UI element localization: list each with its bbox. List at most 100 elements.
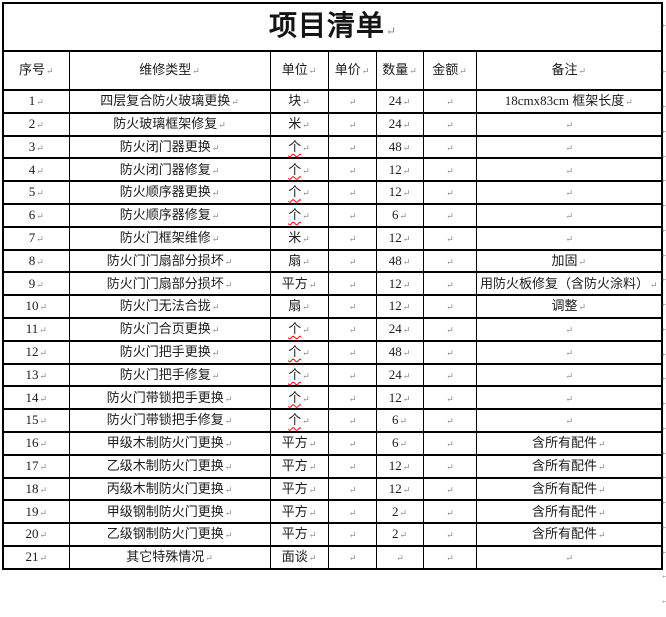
paragraph-mark-icon: ↵: [308, 553, 317, 564]
cell-amount: ↵: [422, 134, 477, 160]
paragraph-mark-icon: ↵: [565, 325, 574, 336]
paragraph-mark-icon: ↵: [348, 279, 357, 290]
end-of-row-mark-icon: ↵: [661, 497, 666, 508]
paragraph-mark-icon: ↵: [402, 393, 411, 404]
paragraph-mark-icon: ↵: [348, 416, 357, 427]
cell-price: ↵: [327, 522, 377, 547]
paragraph-mark-icon: ↵: [308, 439, 317, 450]
paragraph-mark-icon: ↵: [348, 211, 357, 222]
cell-text: 面谈: [281, 549, 308, 565]
cell-qty: 24↵: [375, 316, 424, 342]
cell-price: ↵: [327, 157, 377, 183]
cell-text: 平方: [281, 480, 308, 496]
cell-text: 1: [28, 93, 36, 109]
cell-no: 15↵: [2, 408, 70, 433]
cell-price: ↵: [327, 225, 377, 251]
cell-price: ↵: [327, 271, 377, 297]
cell-no: 20↵: [2, 522, 70, 547]
cell-price: ↵: [327, 202, 377, 228]
cell-text: 12: [388, 161, 402, 177]
table-row: 7↵ 防火门框架维修↵ 米↵ ↵ 12↵ ↵ ↵: [2, 225, 663, 251]
cell-remark: ↵: [475, 180, 663, 205]
paragraph-mark-icon: ↵: [565, 120, 574, 131]
cell-text: 16: [25, 435, 39, 451]
cell-text: 防火顺序器更换: [119, 184, 211, 200]
paragraph-mark-icon: ↵: [36, 120, 44, 131]
paragraph-mark-icon: ↵: [402, 256, 411, 267]
paragraph-mark-icon: ↵: [565, 370, 574, 381]
paragraph-mark-icon: ↵: [302, 256, 310, 267]
paragraph-mark-icon: ↵: [348, 439, 357, 450]
paragraph-mark-icon: ↵: [348, 553, 357, 564]
paragraph-mark-icon: ↵: [302, 302, 310, 313]
cell-text: 平方: [281, 526, 308, 542]
cell-text: 12: [388, 298, 402, 314]
cell-text: 19: [25, 503, 39, 519]
cell-text: 10: [25, 298, 39, 314]
cell-no: 8↵: [2, 248, 70, 274]
cell-type: 防火门无法合拢↵: [68, 294, 271, 319]
cell-price: ↵: [327, 339, 377, 365]
cell-unit: 个↵: [269, 157, 329, 183]
cell-type: 防火门带锁把手更换↵: [68, 385, 271, 411]
cell-amount: ↵: [422, 111, 477, 137]
cell-text: 个: [288, 207, 302, 223]
cell-text: 18cmx83cm 框架长度: [504, 93, 625, 109]
cell-remark: ↵: [475, 339, 663, 365]
cell-price: ↵: [327, 430, 377, 456]
cell-text: 个: [288, 412, 302, 428]
cell-no: 12↵: [2, 339, 70, 365]
cell-text: 用防火板修复（含防火涂料）: [479, 275, 649, 291]
paragraph-mark-icon: ↵: [308, 279, 317, 290]
paragraph-mark-icon: ↵: [302, 142, 310, 153]
end-of-row-mark-icon: ↵: [661, 150, 666, 161]
cell-text: 含所有配件: [531, 435, 597, 451]
end-of-row-mark-icon: ↵: [661, 274, 666, 285]
cell-remark: 含所有配件↵: [475, 499, 663, 525]
cell-no: 4↵: [2, 157, 70, 183]
paragraph-mark-icon: ↵: [39, 325, 47, 336]
paragraph-mark-icon: ↵: [308, 507, 317, 518]
paragraph-mark-icon: ↵: [302, 97, 310, 108]
paragraph-mark-icon: ↵: [348, 462, 357, 472]
paragraph-mark-icon: ↵: [302, 188, 310, 199]
paragraph-mark-icon: ↵: [302, 211, 310, 222]
cell-amount: ↵: [422, 499, 477, 525]
paragraph-mark-icon: ↵: [348, 530, 357, 541]
cell-text: 12: [25, 344, 39, 360]
column-header-label: 备注: [551, 62, 578, 78]
cell-text: 9: [28, 275, 36, 291]
paragraph-mark-icon: ↵: [446, 370, 454, 381]
paragraph-mark-icon: ↵: [308, 66, 317, 77]
paragraph-mark-icon: ↵: [399, 211, 408, 222]
cell-type: 防火顺序器更换↵: [68, 180, 271, 205]
paragraph-mark-icon: ↵: [211, 302, 220, 313]
cell-text: 个: [288, 161, 302, 177]
cell-text: 防火门框架维修: [119, 230, 211, 246]
cell-amount: ↵: [422, 339, 477, 365]
cell-remark: 18cmx83cm 框架长度↵: [475, 89, 663, 114]
cell-qty: 24↵: [375, 89, 424, 114]
paragraph-mark-icon: ↵: [565, 553, 574, 564]
cell-text: 防火门把手更换: [119, 344, 211, 360]
cell-text: 防火门合页更换: [119, 321, 211, 337]
column-header-label: 金额: [432, 62, 459, 78]
cell-no: 3↵: [2, 134, 70, 160]
paragraph-mark-icon: ↵: [348, 165, 357, 176]
paragraph-mark-icon: ↵: [39, 302, 48, 313]
cell-text: 6: [391, 435, 399, 451]
end-of-row-mark-icon: ↵: [661, 546, 666, 557]
cell-qty: ↵: [375, 544, 424, 570]
cell-price: ↵: [327, 408, 377, 433]
end-of-row-mark-icon: ↵: [661, 373, 666, 384]
paragraph-mark-icon: ↵: [205, 553, 213, 564]
paragraph-mark-icon: ↵: [308, 484, 317, 495]
cell-remark: 含所有配件↵: [475, 476, 663, 502]
cell-unit: 个↵: [269, 202, 329, 228]
cell-text: 其它特殊情况: [126, 549, 205, 565]
paragraph-mark-icon: ↵: [446, 553, 454, 564]
paragraph-mark-icon: ↵: [446, 348, 454, 359]
cell-type: 防火闭门器修复↵: [68, 157, 271, 183]
end-of-row-mark-icon: ↵: [661, 249, 666, 260]
end-of-row-mark-icon: ↵: [661, 398, 666, 409]
